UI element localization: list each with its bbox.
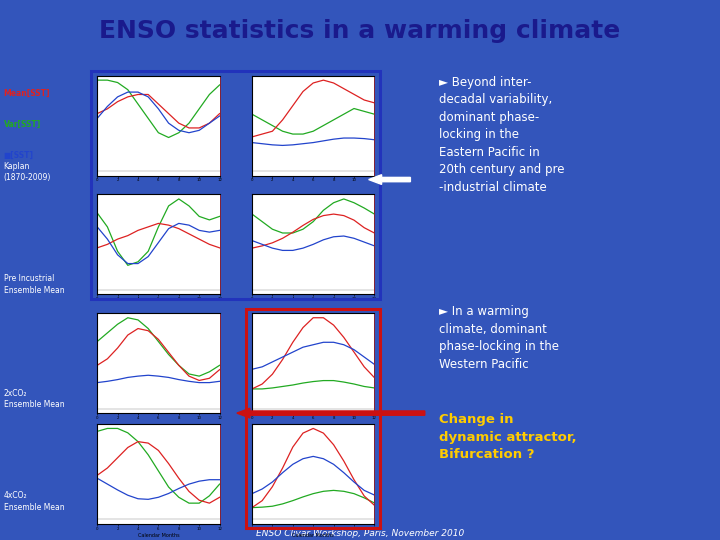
Text: Var[SST]: Var[SST] [4, 119, 41, 129]
Text: Niño2: Niño2 [143, 79, 174, 89]
Text: ENSO statistics in a warming climate: ENSO statistics in a warming climate [99, 19, 621, 43]
Text: 4xCO₂
Ensemble Mean: 4xCO₂ Ensemble Mean [4, 491, 64, 512]
Text: Pre Incustrial
Ensemble Mean: Pre Incustrial Ensemble Mean [4, 274, 64, 295]
Text: ► Beyond inter-
decadal variability,
dominant phase-
locking in the
Eastern Paci: ► Beyond inter- decadal variability, dom… [439, 76, 564, 194]
Text: Niño4W: Niño4W [293, 79, 333, 89]
Text: ENSO Clivar Workshop, Paris, November 2010: ENSO Clivar Workshop, Paris, November 20… [256, 529, 464, 538]
X-axis label: Calendar Months: Calendar Months [292, 532, 334, 538]
Text: 2xCO₂
Ensemble Mean: 2xCO₂ Ensemble Mean [4, 389, 64, 409]
Text: ► In a warming
climate, dominant
phase-locking in the
Western Pacific: ► In a warming climate, dominant phase-l… [439, 305, 559, 370]
Text: Mean[SST]: Mean[SST] [4, 89, 50, 97]
Text: Change in
dynamic attractor,
Bifurcation ?: Change in dynamic attractor, Bifurcation… [439, 413, 577, 461]
X-axis label: Calendar Months: Calendar Months [138, 532, 179, 538]
Text: Kaplan
(1870-2009): Kaplan (1870-2009) [4, 161, 51, 183]
Text: ■[SST]: ■[SST] [4, 151, 34, 159]
